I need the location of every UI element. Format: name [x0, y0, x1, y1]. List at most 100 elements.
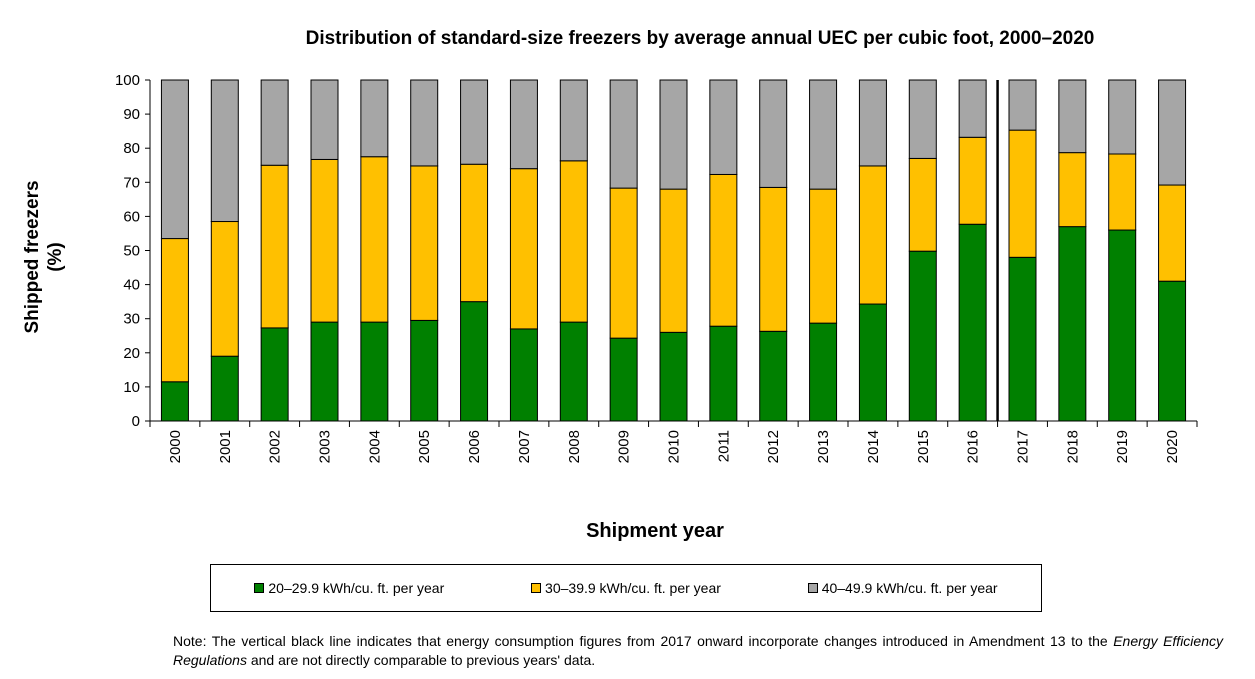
y-tick-label-10: 10 — [123, 379, 140, 396]
y-tick-label-70: 70 — [123, 174, 140, 191]
x-tick-label-2016: 2016 — [965, 430, 982, 463]
x-tick-label-2011: 2011 — [715, 430, 732, 462]
bar-2010-series-0 — [659, 331, 688, 422]
x-tick-label-2005: 2005 — [416, 430, 433, 463]
legend-item-green: 20–29.9 kWh/cu. ft. per year — [254, 580, 444, 596]
bar-2008-series-2 — [559, 79, 588, 162]
legend-swatch-gray — [807, 583, 818, 593]
bar-2007-series-0 — [509, 328, 538, 422]
bar-2013-series-2 — [809, 79, 838, 190]
bar-2014-series-0 — [858, 303, 887, 422]
bar-2011-series-1 — [709, 173, 738, 327]
y-tick-label-90: 90 — [123, 106, 140, 123]
footnote-suffix: and are not directly comparable to previ… — [246, 652, 596, 668]
bar-2001-series-2 — [210, 79, 239, 223]
legend-swatch-yellow — [531, 583, 542, 593]
x-tick-label-2003: 2003 — [317, 430, 334, 463]
x-tick-label-2002: 2002 — [267, 430, 284, 463]
bar-2004-series-2 — [360, 79, 389, 158]
bar-2013-series-1 — [809, 188, 838, 324]
bar-2016-series-2 — [958, 79, 987, 138]
x-tick-label-2006: 2006 — [466, 430, 483, 463]
bar-2008-series-0 — [559, 321, 588, 422]
bar-2017-series-0 — [1008, 256, 1037, 422]
bar-2006-series-0 — [460, 301, 489, 422]
bar-2000-series-2 — [160, 79, 189, 240]
bar-2020-series-2 — [1158, 79, 1187, 186]
bar-2015-series-0 — [908, 250, 937, 422]
bar-2011-series-2 — [709, 79, 738, 175]
legend-label-yellow: 30–39.9 kWh/cu. ft. per year — [545, 580, 721, 596]
bar-2019-series-1 — [1108, 153, 1137, 231]
stacked-bar-chart: 0 10 20 30 40 50 60 70 80 90 100 2000 2001 2002 2003 20… — [115, 72, 1198, 463]
x-tick-label-2004: 2004 — [366, 430, 383, 463]
bar-2003-series-1 — [310, 158, 339, 323]
legend-item-gray: 40–49.9 kWh/cu. ft. per year — [807, 580, 998, 596]
bar-2008-series-1 — [559, 160, 588, 323]
footnote-prefix: Note: The vertical black line indicates … — [173, 633, 1114, 649]
y-tick-label-50: 50 — [123, 243, 140, 260]
x-tick-label-2010: 2010 — [666, 430, 683, 463]
x-axis-label: Shipment year — [586, 520, 724, 542]
bar-2020-series-1 — [1158, 184, 1187, 282]
bar-2004-series-0 — [360, 321, 389, 422]
x-tick-label-2013: 2013 — [815, 430, 832, 463]
bar-2009-series-0 — [609, 337, 638, 422]
footnote-emphasis: Energy Efficiency Regulations — [173, 633, 1223, 668]
bar-2017-series-1 — [1008, 129, 1037, 258]
bar-2012-series-0 — [759, 330, 788, 422]
bar-2009-series-2 — [609, 79, 638, 189]
bar-2003-series-0 — [310, 321, 339, 422]
bar-2007-series-2 — [509, 79, 538, 170]
y-tick-label-0: 0 — [132, 413, 140, 430]
bar-2005-series-1 — [410, 165, 439, 321]
bar-2018-series-1 — [1058, 152, 1087, 228]
bar-2015-series-1 — [908, 157, 937, 252]
bar-2002-series-2 — [260, 79, 289, 166]
bar-2019-series-2 — [1108, 79, 1137, 155]
x-tick-label-2017: 2017 — [1015, 430, 1032, 463]
bar-2007-series-1 — [509, 168, 538, 330]
x-tick-label-2012: 2012 — [765, 430, 782, 463]
bar-2014-series-1 — [858, 165, 887, 305]
bar-2004-series-1 — [360, 156, 389, 323]
bar-2018-series-2 — [1058, 79, 1087, 154]
bar-2014-series-2 — [858, 79, 887, 167]
bar-2017-series-2 — [1008, 79, 1037, 131]
y-tick-label-100: 100 — [115, 72, 140, 89]
bar-2020-series-0 — [1158, 280, 1187, 422]
bar-2010-series-1 — [659, 188, 688, 333]
bar-2009-series-1 — [609, 187, 638, 339]
x-tick-label-2001: 2001 — [217, 430, 234, 463]
bar-2015-series-2 — [908, 79, 937, 159]
bar-2010-series-2 — [659, 79, 688, 190]
legend-label-gray: 40–49.9 kWh/cu. ft. per year — [821, 580, 998, 596]
footnote: Note: The vertical black line indicates … — [173, 632, 1223, 670]
chart-title: Distribution of standard-size freezers b… — [305, 28, 1095, 49]
bar-2002-series-1 — [260, 164, 289, 329]
bar-2019-series-0 — [1108, 229, 1137, 422]
y-tick-label-30: 30 — [123, 311, 140, 328]
bar-2018-series-0 — [1058, 226, 1087, 422]
bar-2006-series-2 — [460, 79, 489, 165]
y-tick-label-20: 20 — [123, 345, 140, 362]
bar-2002-series-0 — [260, 327, 289, 422]
bar-2005-series-0 — [410, 319, 439, 422]
x-tick-label-2015: 2015 — [915, 430, 932, 463]
bar-2001-series-0 — [210, 355, 239, 422]
y-tick-label-40: 40 — [123, 277, 140, 294]
x-tick-label-2020: 2020 — [1164, 430, 1181, 463]
legend-swatch-green — [254, 583, 265, 593]
bar-2016-series-1 — [958, 136, 987, 225]
bar-2012-series-1 — [759, 186, 788, 332]
legend-label-green: 20–29.9 kWh/cu. ft. per year — [268, 580, 445, 596]
legend-item-yellow: 30–39.9 kWh/cu. ft. per year — [531, 580, 721, 596]
x-tick-label-2018: 2018 — [1064, 430, 1081, 463]
bar-2006-series-1 — [460, 163, 489, 303]
x-tick-label-2008: 2008 — [566, 430, 583, 463]
bar-2001-series-1 — [210, 221, 239, 357]
bar-2012-series-2 — [759, 79, 788, 188]
x-tick-label-2009: 2009 — [616, 430, 633, 463]
bar-2011-series-0 — [709, 325, 738, 422]
bar-2003-series-2 — [310, 79, 339, 160]
